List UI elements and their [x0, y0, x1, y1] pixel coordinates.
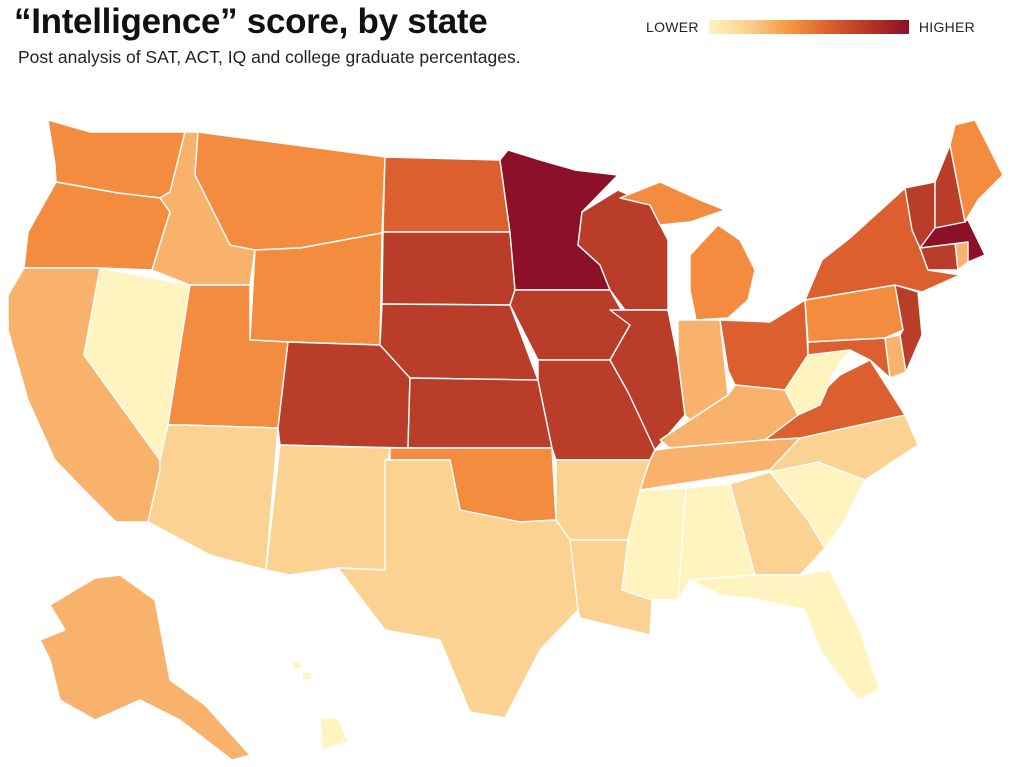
state-new-mexico: [265, 444, 391, 576]
state-kansas: [407, 377, 553, 449]
chart-subtitle: Post analysis of SAT, ACT, IQ and colleg…: [18, 47, 521, 67]
state-colorado: [277, 341, 411, 449]
state-texas: [337, 459, 579, 719]
state-maine: [949, 119, 1004, 223]
state-north-dakota: [382, 156, 511, 233]
state-florida: [689, 569, 881, 701]
state-alaska: [39, 574, 251, 761]
state-new-jersey: [894, 284, 923, 373]
legend-low-label: LOWER: [646, 19, 699, 35]
us-choropleth-map: [7, 119, 1004, 761]
state-wyoming: [249, 232, 383, 346]
state-rhode-island: [954, 241, 969, 271]
state-montana: [194, 131, 386, 251]
legend-high-label: HIGHER: [918, 19, 976, 35]
state-south-dakota: [381, 231, 516, 306]
state-nebraska: [379, 303, 539, 381]
state-vermont: [904, 181, 936, 249]
state-iowa: [509, 289, 631, 361]
legend-gradient-bar: [708, 20, 909, 34]
state-hawaii: [291, 659, 349, 751]
state-michigan: [619, 181, 756, 321]
chart-title: “Intelligence” score, by state: [14, 2, 488, 41]
color-legend: LOWER HIGHER: [646, 19, 975, 35]
state-arizona: [147, 424, 279, 571]
